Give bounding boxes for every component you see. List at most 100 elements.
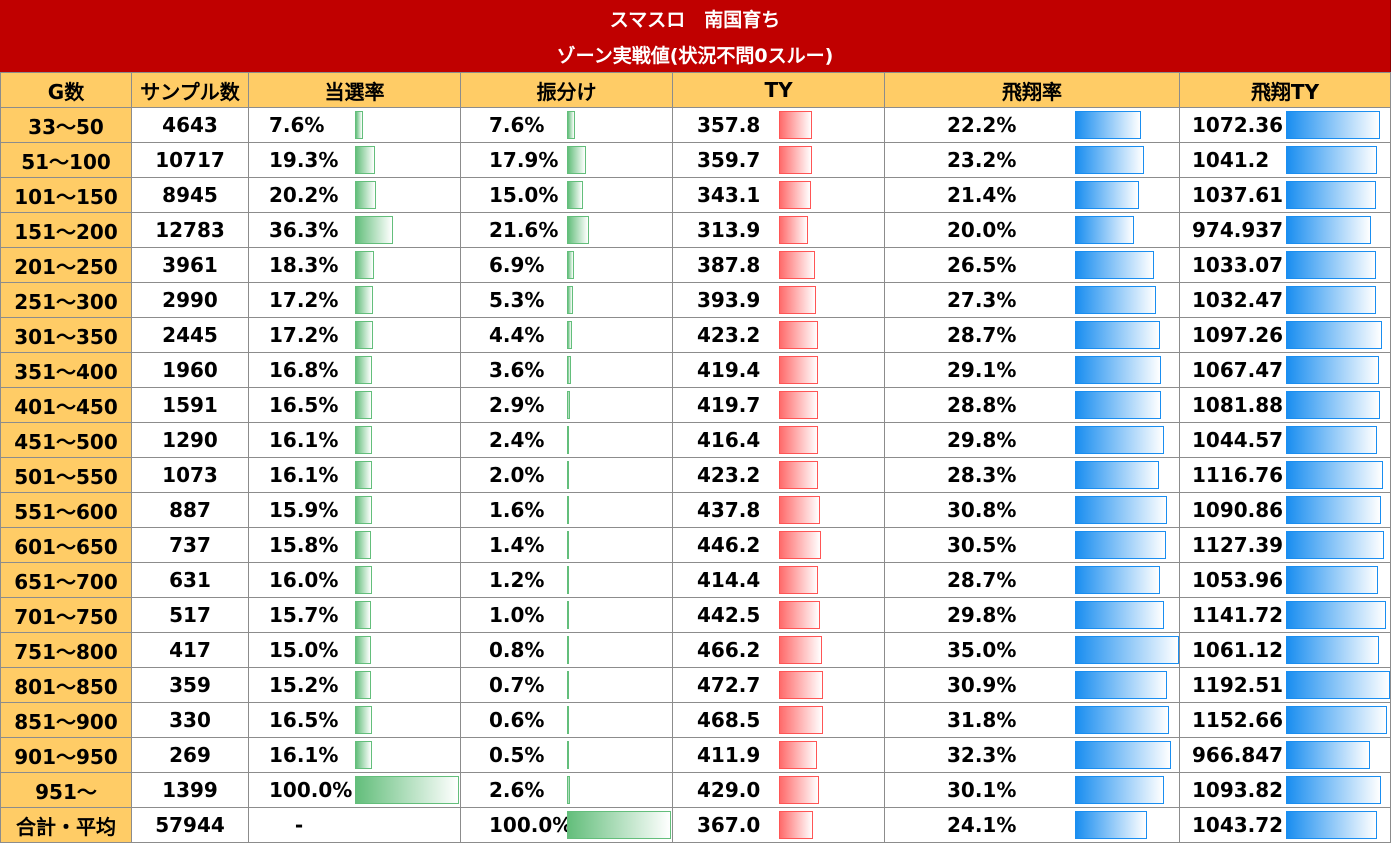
samples-cell[interactable]: 517 bbox=[131, 597, 249, 633]
samples-cell[interactable]: 12783 bbox=[131, 212, 249, 248]
samples-cell[interactable]: 57944 bbox=[131, 807, 249, 843]
allocation-bar bbox=[567, 636, 569, 664]
ty-bar bbox=[779, 496, 820, 524]
allocation-bar bbox=[567, 321, 572, 349]
header-win-rate[interactable]: 当選率 bbox=[248, 72, 461, 108]
samples-cell[interactable]: 8945 bbox=[131, 177, 249, 213]
ty-cell: 419.4 bbox=[672, 352, 885, 388]
win-rate-value: 16.5% bbox=[269, 708, 339, 732]
ty-value: 313.9 bbox=[697, 218, 761, 242]
header-flight-ty[interactable]: 飛翔TY bbox=[1179, 72, 1391, 108]
header-samples[interactable]: サンプル数 bbox=[131, 72, 249, 108]
flight-ty-bar bbox=[1286, 286, 1377, 314]
flight-rate-cell: 24.1% bbox=[884, 807, 1180, 843]
g-range-cell[interactable]: 33～50 bbox=[0, 107, 132, 143]
header-allocation[interactable]: 振分け bbox=[460, 72, 673, 108]
win-rate-value: 100.0% bbox=[269, 778, 353, 802]
allocation-value: 21.6% bbox=[489, 218, 559, 242]
flight-rate-value: 21.4% bbox=[947, 183, 1017, 207]
g-range-cell[interactable]: 251～300 bbox=[0, 282, 132, 318]
flight-ty-bar bbox=[1286, 216, 1372, 244]
ty-cell: 466.2 bbox=[672, 632, 885, 668]
flight-ty-bar bbox=[1286, 776, 1382, 804]
samples-cell[interactable]: 3961 bbox=[131, 247, 249, 283]
ty-value: 357.8 bbox=[697, 113, 761, 137]
flight-ty-cell: 1152.66 bbox=[1179, 702, 1391, 738]
flight-rate-cell: 30.9% bbox=[884, 667, 1180, 703]
samples-cell[interactable]: 269 bbox=[131, 737, 249, 773]
flight-ty-value: 1037.61 bbox=[1192, 183, 1284, 207]
g-range-cell[interactable]: 451～500 bbox=[0, 422, 132, 458]
win-rate-bar bbox=[355, 741, 372, 769]
samples-cell[interactable]: 1399 bbox=[131, 772, 249, 808]
g-range-cell[interactable]: 551～600 bbox=[0, 492, 132, 528]
win-rate-cell: 16.1% bbox=[248, 422, 461, 458]
g-range-cell[interactable]: 601～650 bbox=[0, 527, 132, 563]
win-rate-cell: 20.2% bbox=[248, 177, 461, 213]
header-ty[interactable]: TY bbox=[672, 72, 885, 108]
samples-cell[interactable]: 10717 bbox=[131, 142, 249, 178]
samples-cell[interactable]: 417 bbox=[131, 632, 249, 668]
samples-cell[interactable]: 2990 bbox=[131, 282, 249, 318]
win-rate-cell: 100.0% bbox=[248, 772, 461, 808]
flight-ty-value: 1033.07 bbox=[1192, 253, 1284, 277]
flight-ty-value: 1141.72 bbox=[1192, 603, 1284, 627]
ty-cell: 387.8 bbox=[672, 247, 885, 283]
table-row: 851～900 330 16.5% 0.6% 468.5 31.8% 1152.66 bbox=[0, 702, 1391, 738]
samples-cell[interactable]: 1073 bbox=[131, 457, 249, 493]
flight-ty-cell: 1032.47 bbox=[1179, 282, 1391, 318]
samples-cell[interactable]: 330 bbox=[131, 702, 249, 738]
g-range-cell[interactable]: 101～150 bbox=[0, 177, 132, 213]
flight-rate-value: 24.1% bbox=[947, 813, 1017, 837]
flight-ty-cell: 1097.26 bbox=[1179, 317, 1391, 353]
header-flight-rate[interactable]: 飛翔率 bbox=[884, 72, 1180, 108]
header-g-count[interactable]: G数 bbox=[0, 72, 132, 108]
flight-rate-cell: 22.2% bbox=[884, 107, 1180, 143]
flight-rate-value: 26.5% bbox=[947, 253, 1017, 277]
g-range-cell[interactable]: 501～550 bbox=[0, 457, 132, 493]
win-rate-value: 16.1% bbox=[269, 428, 339, 452]
allocation-cell: 21.6% bbox=[460, 212, 673, 248]
header-row: G数 サンプル数 当選率 振分け TY 飛翔率 飛翔TY bbox=[0, 72, 1391, 108]
g-range-cell[interactable]: 801～850 bbox=[0, 667, 132, 703]
samples-cell[interactable]: 887 bbox=[131, 492, 249, 528]
samples-cell[interactable]: 2445 bbox=[131, 317, 249, 353]
g-range-cell[interactable]: 51～100 bbox=[0, 142, 132, 178]
allocation-cell: 1.6% bbox=[460, 492, 673, 528]
g-range-cell[interactable]: 401～450 bbox=[0, 387, 132, 423]
g-range-cell[interactable]: 651～700 bbox=[0, 562, 132, 598]
flight-rate-cell: 27.3% bbox=[884, 282, 1180, 318]
g-range-cell[interactable]: 151～200 bbox=[0, 212, 132, 248]
samples-cell[interactable]: 1591 bbox=[131, 387, 249, 423]
win-rate-cell: 15.7% bbox=[248, 597, 461, 633]
samples-cell[interactable]: 1960 bbox=[131, 352, 249, 388]
g-range-cell[interactable]: 701～750 bbox=[0, 597, 132, 633]
g-range-cell[interactable]: 351～400 bbox=[0, 352, 132, 388]
zone-table: G数 サンプル数 当選率 振分け TY 飛翔率 飛翔TY 33～50 4643 7.… bbox=[0, 72, 1391, 843]
samples-cell[interactable]: 1290 bbox=[131, 422, 249, 458]
samples-cell[interactable]: 737 bbox=[131, 527, 249, 563]
allocation-cell: 3.6% bbox=[460, 352, 673, 388]
allocation-bar bbox=[567, 216, 590, 244]
allocation-cell: 1.0% bbox=[460, 597, 673, 633]
g-range-cell[interactable]: 301～350 bbox=[0, 317, 132, 353]
ty-value: 423.2 bbox=[697, 463, 761, 487]
g-range-cell[interactable]: 751～800 bbox=[0, 632, 132, 668]
allocation-cell: 0.7% bbox=[460, 667, 673, 703]
g-range-cell[interactable]: 901～950 bbox=[0, 737, 132, 773]
g-range-cell[interactable]: 951～ bbox=[0, 772, 132, 808]
win-rate-bar bbox=[355, 286, 373, 314]
table-row: 301～350 2445 17.2% 4.4% 423.2 28.7% 1097.26 bbox=[0, 317, 1391, 353]
flight-ty-value: 966.847 bbox=[1192, 743, 1284, 767]
ty-bar bbox=[779, 671, 823, 699]
ty-value: 359.7 bbox=[697, 148, 761, 172]
flight-ty-cell: 974.937 bbox=[1179, 212, 1391, 248]
win-rate-value: - bbox=[294, 813, 304, 837]
samples-cell[interactable]: 359 bbox=[131, 667, 249, 703]
samples-cell[interactable]: 631 bbox=[131, 562, 249, 598]
g-range-cell[interactable]: 851～900 bbox=[0, 702, 132, 738]
samples-cell[interactable]: 4643 bbox=[131, 107, 249, 143]
g-range-cell[interactable]: 201～250 bbox=[0, 247, 132, 283]
g-range-cell[interactable]: 合計・平均 bbox=[0, 807, 132, 843]
ty-value: 411.9 bbox=[697, 743, 761, 767]
